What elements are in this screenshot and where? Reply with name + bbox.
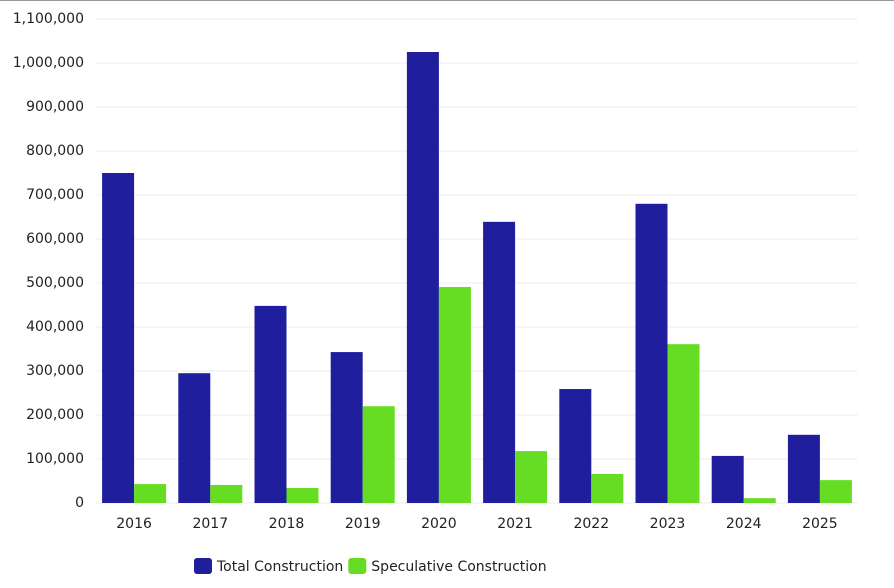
y-tick-label: 400,000	[26, 319, 84, 335]
bar	[286, 488, 319, 503]
y-tick-label: 800,000	[26, 143, 84, 159]
legend-label: Total Construction	[216, 559, 343, 575]
bar	[210, 484, 243, 503]
y-tick-label: 500,000	[26, 275, 84, 291]
x-tick-label: 2016	[116, 516, 152, 532]
bar	[483, 221, 516, 503]
legend-swatch	[348, 558, 367, 574]
x-tick-label: 2023	[650, 516, 686, 532]
bar	[743, 498, 776, 503]
bar	[102, 173, 135, 503]
y-tick-label: 1,000,000	[13, 55, 84, 71]
y-tick-label: 700,000	[26, 187, 84, 203]
bar	[591, 473, 624, 503]
y-tick-label: 1,100,000	[13, 11, 84, 27]
x-tick-label: 2025	[802, 516, 838, 532]
legend-label: Speculative Construction	[371, 559, 546, 575]
bar	[362, 406, 395, 503]
bar	[559, 389, 592, 503]
bar	[254, 305, 287, 503]
bar	[406, 52, 439, 503]
y-tick-label: 100,000	[26, 451, 84, 467]
y-tick-label: 600,000	[26, 231, 84, 247]
bar	[438, 286, 471, 503]
bar	[635, 203, 668, 504]
y-tick-label: 900,000	[26, 99, 84, 115]
y-tick-label: 300,000	[26, 363, 84, 379]
x-tick-label: 2019	[345, 516, 381, 532]
x-tick-label: 2017	[192, 516, 228, 532]
x-tick-label: 2020	[421, 516, 457, 532]
x-tick-label: 2018	[269, 516, 305, 532]
x-tick-label: 2021	[497, 516, 533, 532]
bar	[667, 344, 700, 503]
x-tick-label: 2022	[573, 516, 609, 532]
bar	[819, 480, 852, 503]
bar	[330, 352, 363, 503]
x-tick-label: 2024	[726, 516, 762, 532]
bar	[787, 434, 820, 503]
bar	[711, 455, 744, 503]
legend-swatch	[194, 558, 212, 574]
bar	[134, 484, 167, 503]
bar	[515, 451, 548, 503]
y-tick-label: 200,000	[26, 407, 84, 423]
bar	[178, 373, 211, 503]
y-tick-label: 0	[75, 495, 84, 511]
